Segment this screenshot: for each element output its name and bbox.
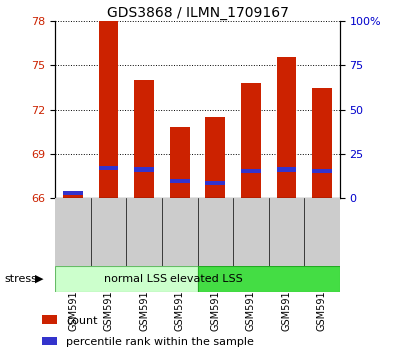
Text: normal LSS: normal LSS: [104, 274, 167, 284]
Bar: [55, 266, 198, 292]
Bar: [41, 337, 57, 345]
Text: elevated LSS: elevated LSS: [170, 274, 243, 284]
Bar: [134, 80, 154, 198]
Bar: [205, 117, 225, 198]
Bar: [241, 83, 261, 198]
Bar: [276, 57, 296, 198]
Text: count: count: [66, 315, 98, 326]
Bar: [99, 166, 118, 170]
Bar: [63, 192, 83, 198]
Text: percentile rank within the sample: percentile rank within the sample: [66, 337, 254, 347]
Bar: [63, 191, 83, 195]
Text: ▶: ▶: [35, 274, 44, 284]
Bar: [99, 21, 118, 198]
Bar: [134, 167, 154, 172]
Bar: [312, 88, 332, 198]
Text: stress: stress: [4, 274, 37, 284]
Title: GDS3868 / ILMN_1709167: GDS3868 / ILMN_1709167: [107, 6, 288, 20]
Bar: [276, 167, 296, 172]
Bar: [312, 169, 332, 173]
Bar: [170, 179, 190, 183]
Bar: [241, 169, 261, 173]
Bar: [41, 315, 57, 324]
Bar: [198, 266, 340, 292]
Bar: [170, 127, 190, 198]
Bar: [205, 181, 225, 185]
